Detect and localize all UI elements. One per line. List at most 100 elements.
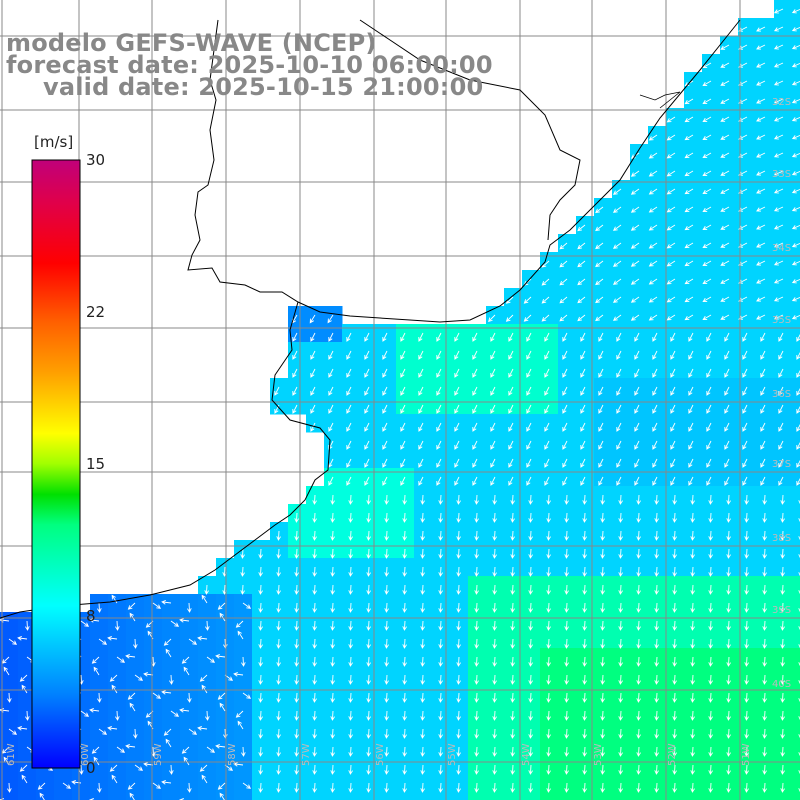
wind-arrow [798, 590, 800, 595]
wind-arrow [690, 620, 695, 631]
wind-arrow [382, 350, 388, 360]
wind-arrow [559, 314, 568, 322]
wind-arrow [258, 710, 263, 721]
colorbar-tick-30: 30 [86, 151, 106, 169]
wind-arrow [199, 674, 208, 682]
wind-arrow [720, 296, 730, 302]
wind-arrow [152, 602, 162, 609]
wind-arrow [366, 530, 371, 541]
wind-arrow [773, 152, 784, 158]
wind-arrow [670, 422, 676, 432]
wind-speed-cell [792, 666, 800, 685]
wind-arrow [170, 710, 180, 717]
longitude-label: 51W [741, 743, 752, 766]
wind-arrow [618, 674, 623, 685]
wind-arrow [91, 656, 100, 664]
wind-arrow [636, 548, 641, 559]
wind-speed-cell [378, 792, 397, 800]
wind-speed-cell [774, 72, 793, 91]
wind-arrow [582, 746, 587, 757]
wind-arrow [744, 728, 749, 739]
wind-arrow [595, 206, 604, 214]
wind-arrow [634, 332, 640, 342]
wind-arrow [420, 674, 425, 685]
wind-speed-cell [612, 288, 631, 307]
wind-arrow [400, 422, 406, 432]
wind-arrow [420, 656, 425, 667]
colorbar-tick-22: 22 [86, 303, 106, 321]
wind-arrow [456, 530, 461, 541]
wind-arrow [526, 368, 532, 378]
wind-speed-cell [666, 216, 685, 235]
wind-arrow [634, 458, 640, 468]
wind-arrow [595, 314, 604, 322]
wind-arrow [618, 782, 623, 793]
wind-arrow [490, 476, 496, 486]
wind-arrow [762, 566, 767, 577]
wind-arrow [708, 566, 713, 577]
wind-arrow [612, 224, 622, 231]
wind-arrow [559, 296, 568, 304]
longitude-label: 53W [593, 743, 604, 766]
wind-arrow [600, 728, 605, 739]
longitude-label: 54W [521, 743, 532, 766]
wind-speed-cell [630, 162, 649, 181]
wind-arrow [796, 459, 800, 468]
wind-arrow [526, 404, 532, 414]
wind-speed-cell [720, 180, 739, 199]
wind-arrow [720, 260, 730, 266]
wind-arrow [762, 674, 767, 685]
wind-arrow [798, 518, 800, 523]
latitude-label: 33S [772, 169, 792, 180]
wind-speed-cell [702, 162, 721, 181]
wind-arrow [684, 152, 694, 159]
wind-arrow [798, 662, 800, 667]
wind-arrow [582, 548, 587, 559]
wind-arrow [258, 764, 263, 775]
wind-speed-cell [558, 252, 577, 271]
wind-arrow [577, 224, 586, 232]
wind-arrow [490, 368, 496, 378]
wind-speed-cell [792, 486, 800, 505]
wind-arrow [116, 746, 126, 753]
wind-arrow [652, 386, 658, 396]
wind-arrow [330, 764, 335, 775]
wind-arrow [780, 638, 785, 649]
wind-speed-cell [792, 0, 800, 19]
wind-arrow [510, 746, 515, 757]
wind-arrow [582, 782, 587, 793]
wind-speed-cell [504, 792, 523, 800]
wind-arrow [636, 494, 641, 505]
wind-arrow [654, 692, 659, 703]
wind-arrow [454, 440, 460, 450]
wind-arrow [348, 656, 353, 667]
wind-speed-cell [216, 648, 235, 667]
wind-arrow [780, 530, 785, 541]
wind-speed-cell [0, 738, 19, 757]
wind-arrow [654, 746, 659, 757]
wind-arrow [666, 278, 676, 285]
wind-arrow [672, 602, 677, 613]
wind-arrow [474, 692, 479, 703]
latitude-label: 38S [772, 533, 792, 544]
coastline-inner [359, 19, 581, 241]
wind-arrow [744, 530, 749, 541]
wind-arrow [418, 458, 424, 468]
wind-arrow [598, 440, 604, 450]
wind-arrow [400, 476, 406, 486]
wind-speed-cell [702, 216, 721, 235]
wind-arrow [201, 684, 208, 694]
wind-arrow [454, 422, 460, 432]
wind-arrow [702, 314, 712, 320]
wind-arrow [276, 548, 281, 559]
wind-speed-cell [162, 720, 181, 739]
wind-arrow [762, 656, 767, 667]
wind-arrow [636, 530, 641, 541]
wind-arrow [526, 458, 532, 468]
wind-arrow [528, 584, 533, 595]
wind-speed-cell [756, 252, 775, 271]
wind-speed-cell [684, 90, 703, 109]
wind-speed-cell [792, 126, 800, 145]
wind-arrow [80, 620, 90, 627]
wind-arrow [384, 728, 389, 739]
